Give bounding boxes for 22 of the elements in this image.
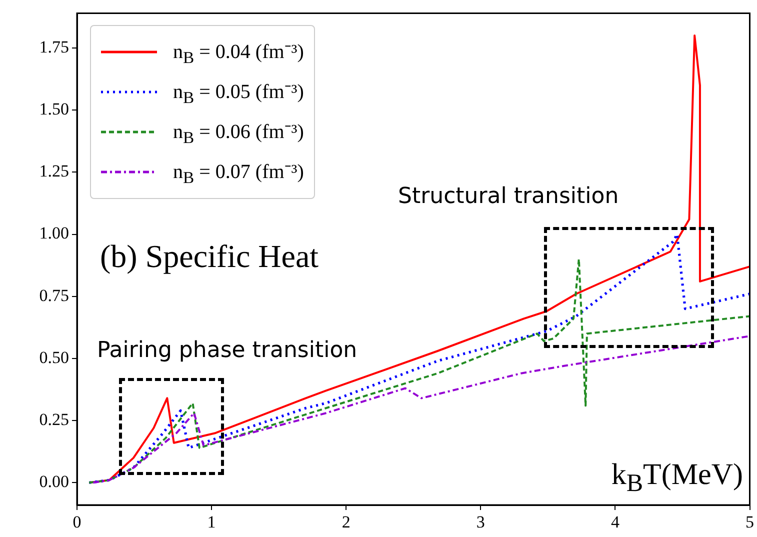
- y-tick-label: 0.50: [39, 348, 69, 367]
- legend-label: n$_{B}$ = 0.07 (fm⁻³): [173, 160, 304, 188]
- legend-label: n$_{B}$ = 0.04 (fm⁻³): [173, 40, 304, 68]
- annotation: Structural transition: [398, 184, 619, 209]
- x-tick-label: 4: [610, 512, 620, 532]
- y-tick-label: 0.00: [39, 472, 69, 492]
- x-tick-label: 0: [72, 512, 82, 532]
- x-tick-label: 5: [746, 512, 754, 532]
- y-tick-label: 0.75: [39, 286, 69, 305]
- legend-label: n$_{B}$ = 0.06 (fm⁻³): [173, 120, 304, 148]
- y-tick-label: 1.75: [39, 37, 69, 56]
- x-tick-label: 1: [207, 512, 216, 532]
- y-tick-label: 0.25: [39, 410, 69, 430]
- x-tick-label: 2: [342, 512, 350, 532]
- x-tick-label: 3: [476, 512, 485, 532]
- x-axis-title: k$_{B}$T(MeV): [611, 458, 743, 498]
- text: (b) Specific Heat: [100, 238, 319, 275]
- y-tick-label: 1.25: [39, 162, 69, 181]
- y-tick-label: 1.50: [39, 100, 69, 119]
- legend-label: n$_{B}$ = 0.05 (fm⁻³): [173, 80, 304, 108]
- y-tick-label: 1.00: [39, 224, 69, 243]
- annotation: Pairing phase transition: [97, 338, 358, 363]
